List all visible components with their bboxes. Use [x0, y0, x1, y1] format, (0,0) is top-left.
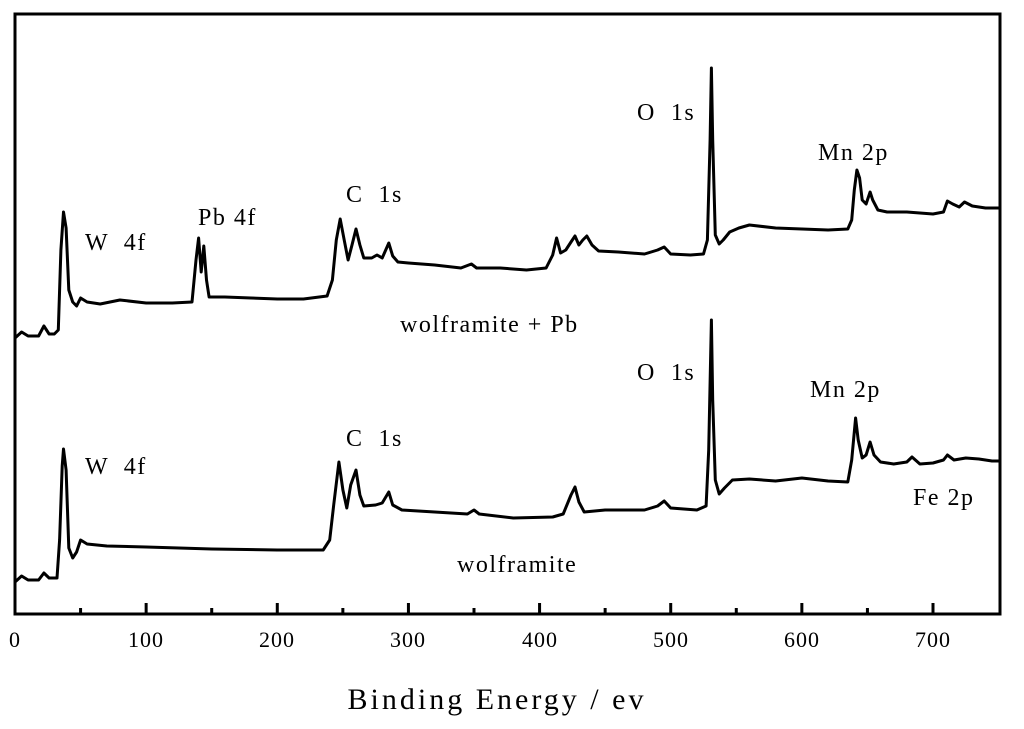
series-label-wolframite: wolframite [457, 552, 577, 578]
x-axis-title: Binding Energy / ev [348, 683, 647, 716]
tick-label-500: 500 [653, 627, 689, 652]
x-axis-tick-labels: 0 100 200 300 400 500 600 700 [9, 627, 951, 652]
peak-label-c1s-upper: C 1s [346, 182, 403, 208]
peak-label-pb4f-upper: Pb 4f [198, 205, 257, 231]
peak-label-w4f-upper: W 4f [85, 230, 147, 256]
tick-label-100: 100 [128, 627, 164, 652]
tick-label-200: 200 [259, 627, 295, 652]
spectrum-line-wolframite-pb [13, 66, 999, 340]
tick-label-700: 700 [915, 627, 951, 652]
spectrum-line-wolframite [13, 318, 999, 584]
tick-label-600: 600 [784, 627, 820, 652]
peak-label-c1s-lower: C 1s [346, 426, 403, 452]
peak-label-fe2p-lower: Fe 2p [913, 485, 975, 511]
tick-label-300: 300 [390, 627, 426, 652]
tick-label-400: 400 [522, 627, 558, 652]
peak-label-o1s-lower: O 1s [637, 360, 695, 386]
peak-label-mn2p-upper: Mn 2p [818, 140, 889, 166]
peak-label-o1s-upper: O 1s [637, 100, 695, 126]
series-label-wolframite-pb: wolframite + Pb [400, 312, 579, 338]
peak-label-mn2p-lower: Mn 2p [810, 377, 881, 403]
x-axis-ticks [13, 603, 935, 614]
peak-label-w4f-lower: W 4f [85, 454, 147, 480]
tick-label-0: 0 [9, 627, 21, 652]
plot-frame [13, 12, 1002, 616]
